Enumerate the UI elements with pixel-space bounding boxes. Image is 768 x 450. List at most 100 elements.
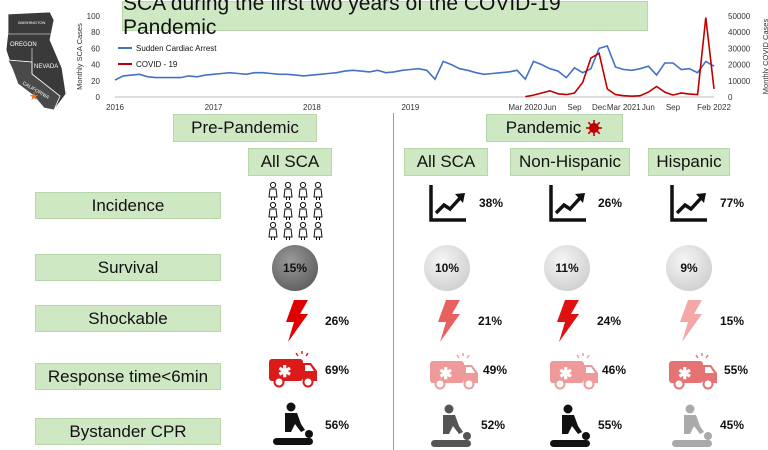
y-tick-left: 100 xyxy=(87,12,101,21)
person-icon xyxy=(298,181,308,200)
y-tick-left: 60 xyxy=(91,44,100,53)
response-pan-all: 49% xyxy=(483,363,508,377)
person-icon xyxy=(313,201,323,220)
person-icon xyxy=(283,221,293,240)
x-tick-label: Mar 2021 xyxy=(607,103,641,112)
y-tick-left: 80 xyxy=(91,28,100,37)
x-tick-label: Jun xyxy=(543,103,556,112)
y-tick-right: 20000 xyxy=(728,61,751,70)
shockable-pre-all: 26% xyxy=(325,314,350,328)
ambulance-icon: ✱ xyxy=(269,351,317,388)
row-label-shockable: Shockable xyxy=(35,305,221,332)
map-label-nevada: NEVADA xyxy=(34,64,58,70)
row-label-bystander-cpr: Bystander CPR xyxy=(35,418,221,445)
svg-text:✱: ✱ xyxy=(439,366,452,383)
cpr-icon xyxy=(550,404,590,447)
ambulance-icon: ✱ xyxy=(430,353,478,390)
ambulance-icon: ✱ xyxy=(669,353,717,390)
lightning-icon xyxy=(438,300,460,342)
person-icon xyxy=(298,201,308,220)
incidence-pan-all: 38% xyxy=(479,196,504,210)
series-line-covid xyxy=(525,17,715,98)
survival-pan-nonhisp: 11% xyxy=(544,245,590,291)
bystander-pre-all: 56% xyxy=(325,418,350,432)
row-label-incidence: Incidence xyxy=(35,192,221,219)
col-non-hispanic: Non-Hispanic xyxy=(510,148,630,176)
trend-up-icon xyxy=(549,185,586,222)
map-label-oregon: OREGON xyxy=(10,42,37,48)
person-icon xyxy=(313,181,323,200)
y-tick-right: 40000 xyxy=(728,28,751,37)
svg-text:✱: ✱ xyxy=(559,366,572,383)
response-pan-nonhisp: 46% xyxy=(602,363,627,377)
y-tick-right: 10000 xyxy=(728,77,751,86)
y-tick-left: 20 xyxy=(91,77,100,86)
y-tick-left: 0 xyxy=(96,93,101,102)
x-tick-label: Jun xyxy=(642,103,655,112)
x-tick-label: Mar 2020 xyxy=(508,103,542,112)
person-icon xyxy=(313,221,323,240)
shockable-pan-nonhisp: 24% xyxy=(597,314,622,328)
person-icon xyxy=(268,201,278,220)
x-tick-label: Dec xyxy=(592,103,606,112)
bystander-pan-hisp: 45% xyxy=(720,418,745,432)
trend-up-icon xyxy=(670,185,707,222)
x-tick-label: Sep xyxy=(666,103,681,112)
map-label-washington: WASHINGTON xyxy=(18,20,45,25)
survival-pan-all: 10% xyxy=(424,245,470,291)
y-tick-right: 30000 xyxy=(728,44,751,53)
y-tick-right: 0 xyxy=(728,93,733,102)
west-coast-map: WASHINGTON OREGON NEVADA CALIFORNIA ★ xyxy=(5,11,67,111)
pre-pandemic-header: Pre-Pandemic xyxy=(173,114,317,142)
col-pre-all-sca: All SCA xyxy=(248,148,332,176)
series-line-sca xyxy=(114,45,715,81)
bystander-pan-all: 52% xyxy=(481,418,506,432)
x-tick-label: Sep xyxy=(567,103,582,112)
response-pre-all: 69% xyxy=(325,363,350,377)
lightning-icon xyxy=(680,300,702,342)
y-tick-right: 50000 xyxy=(728,12,751,21)
person-icon xyxy=(283,181,293,200)
incidence-pan-nonhisp: 26% xyxy=(598,196,623,210)
survival-pan-hisp: 9% xyxy=(666,245,712,291)
col-hispanic: Hispanic xyxy=(648,148,730,176)
y-tick-left: 40 xyxy=(91,61,100,70)
person-icon xyxy=(268,221,278,240)
y-axis-label-left: Monthly SCA Cases xyxy=(75,23,84,90)
legend-label: Sudden Cardiac Arrest xyxy=(136,44,217,53)
svg-text:✱: ✱ xyxy=(278,364,291,381)
x-tick-label: 2016 xyxy=(106,103,124,112)
x-tick-label: 2019 xyxy=(401,103,419,112)
cpr-icon xyxy=(431,404,471,447)
cpr-icon xyxy=(273,402,313,445)
ambulance-icon: ✱ xyxy=(550,353,598,390)
cpr-icon xyxy=(672,404,712,447)
pandemic-label: Pandemic xyxy=(505,118,582,137)
person-icon xyxy=(268,181,278,200)
svg-text:✱: ✱ xyxy=(678,366,691,383)
people-group-icon xyxy=(268,181,323,240)
bystander-pan-nonhisp: 55% xyxy=(598,418,623,432)
x-tick-label: 2017 xyxy=(205,103,223,112)
survival-pre-all: 15% xyxy=(272,245,318,291)
sca-covid-line-chart: 0 20 40 60 80 100 0 10000 20000 30000 40000 50000 Mo… xyxy=(75,12,768,112)
star-icon: ★ xyxy=(29,91,39,103)
legend-label: COVID - 19 xyxy=(136,60,178,69)
trend-up-icon xyxy=(429,185,466,222)
shockable-pan-all: 21% xyxy=(478,314,503,328)
shockable-pan-hisp: 15% xyxy=(720,314,745,328)
virus-icon xyxy=(586,120,603,136)
section-divider xyxy=(393,113,394,450)
col-pan-all-sca: All SCA xyxy=(404,148,488,176)
incidence-pan-hisp: 77% xyxy=(720,196,745,210)
lightning-icon xyxy=(286,300,308,342)
person-icon xyxy=(298,221,308,240)
lightning-icon xyxy=(557,300,579,342)
x-tick-label: 2018 xyxy=(303,103,321,112)
pandemic-header: Pandemic xyxy=(486,114,623,142)
row-label-response-time: Response time<6min xyxy=(35,363,221,390)
y-axis-label-right: Monthly COVID Cases xyxy=(761,19,768,95)
response-pan-hisp: 55% xyxy=(724,363,749,377)
x-tick-label: Feb 2022 xyxy=(697,103,731,112)
row-label-survival: Survival xyxy=(35,254,221,281)
